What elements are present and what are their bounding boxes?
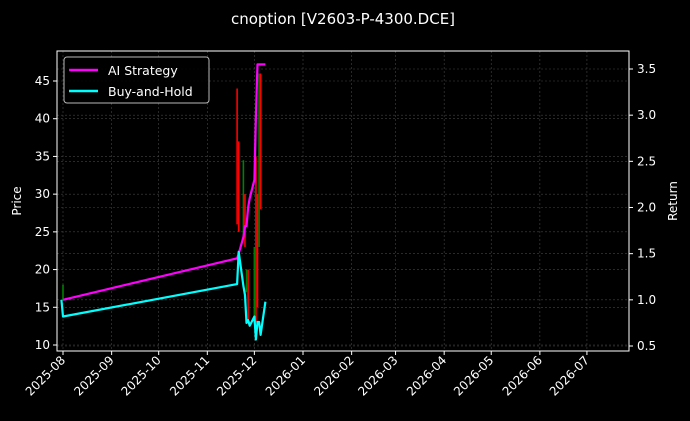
y-axis-label-right: Return	[666, 181, 680, 221]
y-tick-label-right: 1.5	[637, 247, 656, 261]
x-tick-label: 2026-04	[404, 353, 449, 398]
x-tick-label: 2026-03	[355, 353, 400, 398]
legend-label-ai-strategy: AI Strategy	[108, 63, 178, 78]
y-tick-label-right: 2.0	[637, 201, 656, 215]
x-tick-label: 2026-02	[311, 353, 356, 398]
x-tick-label: 2025-08	[23, 353, 68, 398]
series-line-buy-and-hold	[60, 250, 267, 341]
y-tick-label-right: 3.0	[637, 108, 656, 122]
y-tick-label-left: 15	[35, 300, 50, 314]
y-tick-label-left: 25	[35, 225, 50, 239]
y-tick-label-right: 1.0	[637, 293, 656, 307]
legend-label-buy-and-hold: Buy-and-Hold	[108, 84, 193, 99]
y-tick-label-left: 40	[35, 112, 50, 126]
y-tick-label-right: 3.5	[637, 62, 656, 76]
x-tick-label: 2025-09	[71, 353, 116, 398]
y-axis-right: 0.5 1.0 1.5 2.0 2.5 3.0 3.5	[629, 62, 656, 353]
y-axis-left: 10 15 20 25 30 35 40 45	[35, 74, 57, 352]
x-tick-label: 2026-05	[451, 353, 496, 398]
x-tick-label: 2026-01	[263, 353, 308, 398]
y-tick-label-left: 35	[35, 149, 50, 163]
series-line-ai-strategy	[62, 63, 266, 301]
plot-area	[56, 50, 630, 352]
x-tick-label: 2025-11	[167, 353, 212, 398]
chart-title: cnoption [V2603-P-4300.DCE]	[231, 10, 455, 28]
y-tick-label-left: 30	[35, 187, 50, 201]
legend: AI Strategy Buy-and-Hold	[63, 56, 210, 104]
series-lines	[60, 63, 267, 341]
x-tick-label: 2025-12	[214, 353, 259, 398]
x-axis: 2025-08 2025-09 2025-10 2025-11 2025-12 2026-…	[23, 351, 592, 399]
y-axis-label-left: Price	[10, 186, 24, 215]
grid-lines	[57, 51, 629, 351]
x-tick-label: 2026-07	[547, 353, 592, 398]
y-tick-label-right: 0.5	[637, 339, 656, 353]
y-tick-label-left: 20	[35, 263, 50, 277]
x-tick-label: 2025-10	[118, 353, 163, 398]
x-tick-label: 2026-06	[500, 353, 545, 398]
candlesticks	[62, 73, 262, 323]
y-tick-label-right: 2.5	[637, 154, 656, 168]
y-tick-label-left: 45	[35, 74, 50, 88]
y-tick-label-left: 10	[35, 338, 50, 352]
